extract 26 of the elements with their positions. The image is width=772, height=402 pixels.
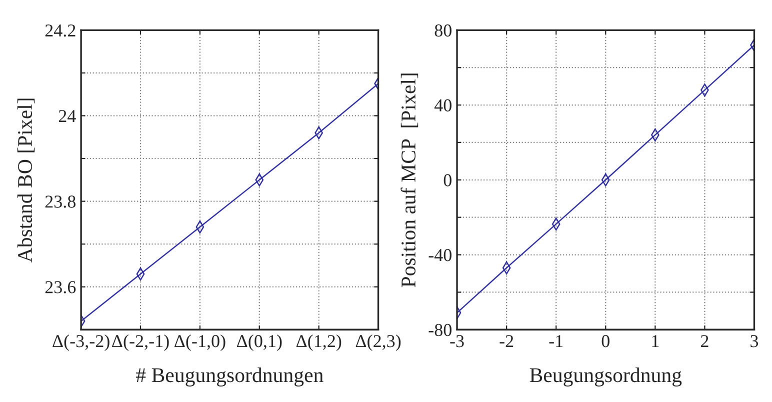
y-tick-label: 80 bbox=[434, 24, 452, 37]
y-tick-label: -80 bbox=[428, 324, 452, 336]
x-tick-label: Δ(2,3) bbox=[356, 334, 401, 351]
x-tick-label: -2 bbox=[500, 335, 514, 348]
y-tick-label: 0 bbox=[444, 174, 452, 186]
x-tick-label: Δ(0,1) bbox=[236, 334, 282, 351]
x-tick-label: 1 bbox=[652, 335, 659, 348]
y-axis-title: Position auf MCP [Pixel] bbox=[400, 74, 418, 288]
x-tick-label: Δ(-3,-2) bbox=[52, 334, 110, 351]
x-axis-title: Beugungsordnung bbox=[530, 368, 682, 386]
x-tick-label: Δ(-1,0) bbox=[174, 334, 226, 351]
x-tick-label: -1 bbox=[549, 335, 563, 348]
x-tick-label: Δ(-2,-1) bbox=[112, 334, 169, 351]
x-tick-label: 3 bbox=[750, 335, 758, 348]
y-tick-label: 23.8 bbox=[45, 196, 76, 208]
x-tick-label: 2 bbox=[700, 335, 708, 348]
y-tick-label: 23.6 bbox=[45, 281, 76, 294]
x-axis-title: # Beugungsordnungen bbox=[136, 368, 324, 386]
y-tick-label: 24.2 bbox=[45, 24, 76, 37]
y-tick-label: 24 bbox=[58, 110, 76, 122]
x-tick-label: 0 bbox=[602, 335, 610, 348]
x-tick-label: Δ(1,2) bbox=[296, 334, 342, 351]
y-tick-label: 40 bbox=[434, 99, 452, 112]
y-tick-label: -40 bbox=[428, 249, 452, 262]
x-tick-label: -3 bbox=[450, 335, 464, 348]
y-axis-title: Abstand BO [Pixel] bbox=[17, 98, 35, 262]
